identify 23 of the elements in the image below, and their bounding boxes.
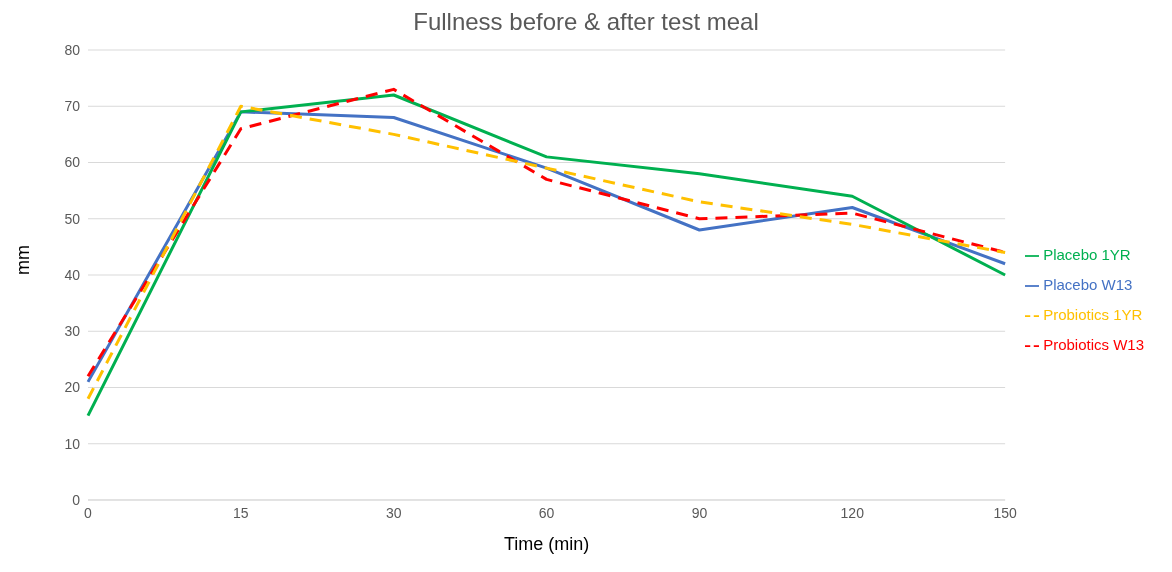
x-tick-label: 60 — [538, 504, 555, 521]
legend-label: Probiotics W13 — [1043, 336, 1144, 353]
y-tick-label: 20 — [64, 379, 81, 396]
y-tick-label: 30 — [64, 323, 81, 340]
y-tick-label: 70 — [64, 98, 81, 115]
y-tick-label: 50 — [64, 210, 81, 227]
y-tick-label: 0 — [72, 491, 81, 508]
x-tick-label: 150 — [993, 504, 1018, 521]
x-axis-title: Time (min) — [503, 534, 590, 554]
y-tick-label: 10 — [64, 435, 81, 452]
legend-label: Placebo 1YR — [1043, 246, 1131, 263]
y-tick-label: 40 — [64, 266, 81, 283]
x-tick-label: 15 — [233, 504, 249, 521]
y-axis-title: mm — [13, 245, 34, 275]
x-tick-label: 120 — [840, 504, 865, 521]
y-tick-label: 60 — [64, 154, 81, 171]
x-tick-label: 0 — [84, 504, 93, 521]
chart-title: Fullness before & after test meal — [412, 8, 760, 36]
y-tick-label: 80 — [64, 41, 81, 58]
x-tick-label: 30 — [385, 504, 402, 521]
x-tick-label: 90 — [691, 504, 708, 521]
legend-label: Probiotics 1YR — [1043, 306, 1143, 323]
legend-label: Placebo W13 — [1043, 276, 1133, 293]
